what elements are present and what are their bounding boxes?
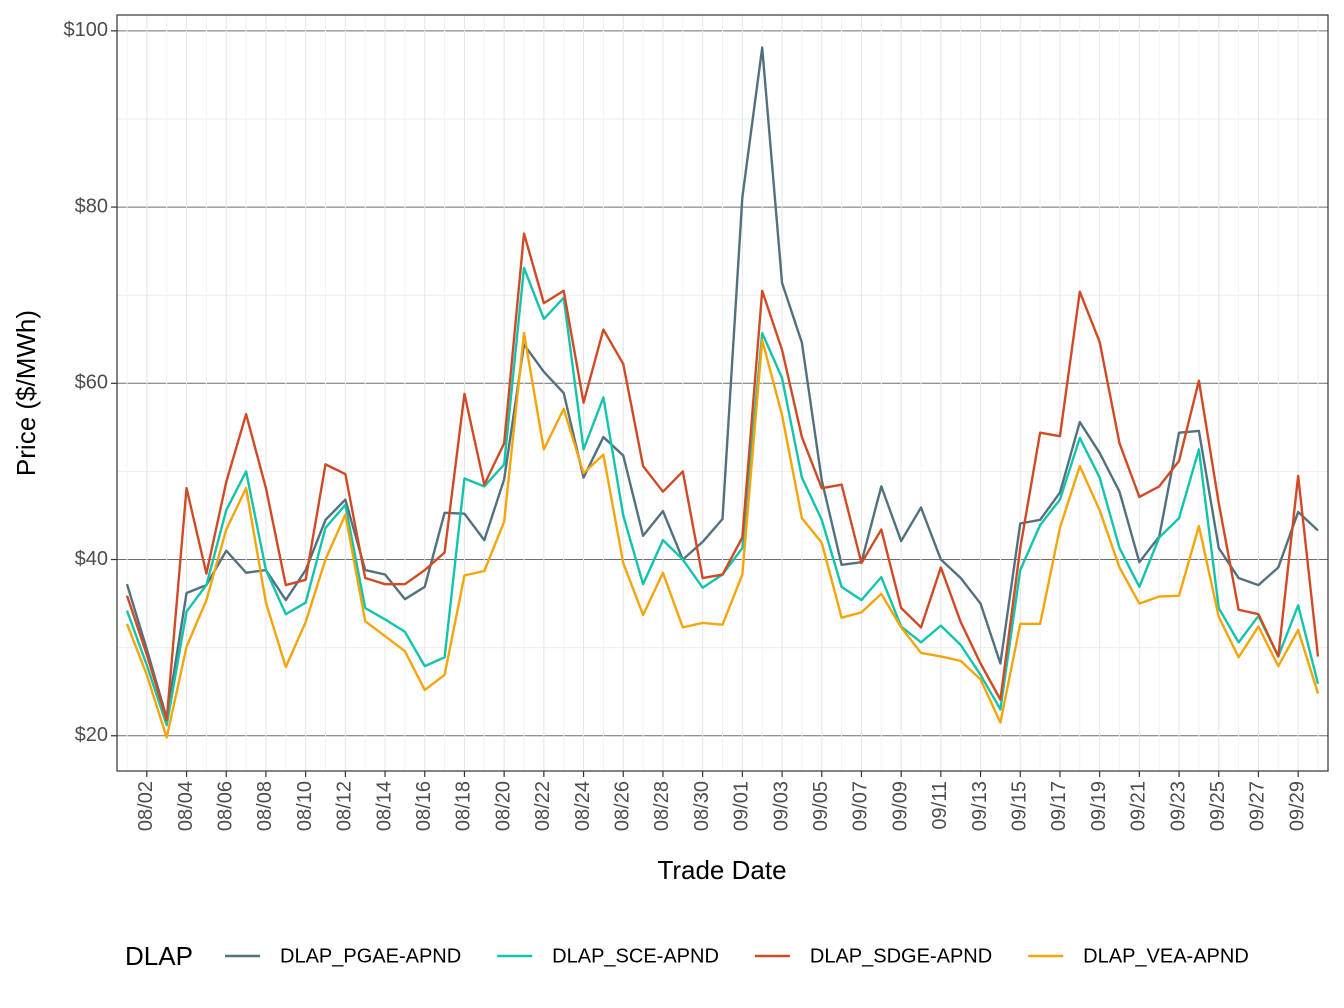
x-tick-label: 09/05 bbox=[810, 781, 832, 831]
lines bbox=[125, 46, 1320, 739]
legend-title: DLAP bbox=[125, 941, 193, 971]
x-tick-label: 08/10 bbox=[294, 781, 316, 831]
x-tick-label: 09/01 bbox=[731, 781, 753, 831]
x-tick-label: 08/08 bbox=[254, 781, 276, 831]
x-tick-label: 08/02 bbox=[135, 781, 157, 831]
x-tick-label: 09/09 bbox=[889, 781, 911, 831]
x-tick-label: 08/14 bbox=[373, 781, 395, 831]
y-tick-label: $60 bbox=[75, 372, 108, 394]
x-tick-label: 09/03 bbox=[770, 781, 792, 831]
x-axis-title: Trade Date bbox=[657, 855, 786, 885]
y-axis-title: Price ($/MWh) bbox=[11, 310, 41, 476]
legend-label: DLAP_PGAE-APND bbox=[280, 945, 461, 967]
x-tick-label: 08/04 bbox=[175, 781, 197, 831]
x-tick-label: 08/26 bbox=[612, 781, 634, 831]
legend-label: DLAP_VEA-APND bbox=[1083, 945, 1249, 967]
legend-label: DLAP_SDGE-APND bbox=[810, 945, 992, 967]
x-tick-label: 09/25 bbox=[1207, 781, 1229, 831]
x-tick-label: 08/18 bbox=[453, 781, 475, 831]
x-tick-label: 09/13 bbox=[969, 781, 991, 831]
grid bbox=[117, 15, 1328, 771]
series-line bbox=[125, 331, 1320, 739]
x-tick-label: 08/20 bbox=[492, 781, 514, 831]
x-tick-label: 09/15 bbox=[1009, 781, 1031, 831]
x-tick-label: 08/22 bbox=[532, 781, 554, 831]
x-tick-label: 08/06 bbox=[215, 781, 237, 831]
y-tick-label: $40 bbox=[75, 548, 108, 570]
x-tick-label: 09/17 bbox=[1048, 781, 1070, 831]
x-tick-label: 08/12 bbox=[334, 781, 356, 831]
x-tick-label: 09/07 bbox=[850, 781, 872, 831]
legend-label: DLAP_SCE-APND bbox=[552, 945, 719, 967]
x-tick-label: 08/24 bbox=[572, 781, 594, 831]
x-tick-label: 09/23 bbox=[1167, 781, 1189, 831]
legend: DLAP_PGAE-APND DLAP_SCE-APND DLAP_SDGE-APN… bbox=[225, 945, 1249, 967]
x-tick-label: 09/27 bbox=[1247, 781, 1269, 831]
series-line bbox=[125, 46, 1319, 720]
x-tick-label: 09/29 bbox=[1286, 781, 1308, 831]
x-tick-label: 08/28 bbox=[651, 781, 673, 831]
series-line bbox=[125, 232, 1320, 722]
panel-border bbox=[116, 14, 1329, 772]
y-tick-label: $20 bbox=[75, 724, 108, 746]
x-tick-label: 08/30 bbox=[691, 781, 713, 831]
y-tick-label: $80 bbox=[75, 195, 108, 217]
x-tick-label: 09/19 bbox=[1088, 781, 1110, 831]
y-tick-label: $100 bbox=[64, 19, 109, 41]
x-tick-label: 09/11 bbox=[929, 781, 951, 830]
x-tick-label: 08/16 bbox=[413, 781, 435, 831]
x-tick-label: 09/21 bbox=[1128, 781, 1150, 831]
